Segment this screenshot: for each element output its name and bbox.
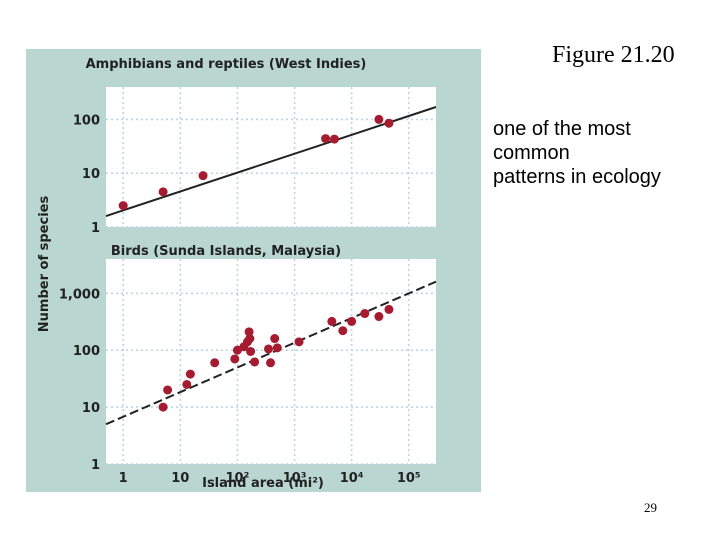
x-tick-label: 10⁴ [340, 471, 364, 486]
data-point [294, 337, 304, 347]
y-tick-label: 1,000 [59, 287, 100, 302]
data-point [244, 327, 254, 337]
data-point [321, 134, 331, 144]
x-axis-label: Island area (mi²) [202, 476, 324, 491]
data-point [182, 379, 192, 389]
data-point [374, 312, 384, 322]
data-point [360, 309, 370, 319]
page-number: 29 [644, 500, 657, 515]
species-area-figure: Amphibians and reptiles (West Indies) 1 10… [37, 57, 437, 491]
y-tick-label: 1 [91, 221, 100, 236]
data-point [118, 201, 128, 211]
slide-title: Figure 21.20 [552, 42, 675, 68]
data-point [250, 357, 260, 367]
data-point [384, 118, 394, 128]
data-point [185, 369, 195, 379]
x-tick-label: 1 [119, 471, 128, 486]
trend-line [105, 106, 437, 217]
x-tick-label: 10³ [283, 471, 307, 486]
figure-panel: Amphibians and reptiles (West Indies) 1 10… [26, 49, 481, 492]
slide-body-line: one of the most [493, 118, 631, 140]
data-point [158, 402, 168, 412]
data-point [338, 326, 348, 336]
y-tick-label: 100 [73, 113, 100, 128]
x-tick-label: 10 [171, 471, 189, 486]
y-tick-label: 1 [91, 458, 100, 473]
data-point [272, 343, 282, 353]
data-point [347, 316, 357, 326]
y-axis-label: Number of species [37, 196, 52, 333]
chart-title: Amphibians and reptiles (West Indies) [86, 57, 367, 72]
data-point [198, 171, 208, 181]
x-tick-label: 10² [226, 471, 250, 486]
chart-1: Amphibians and reptiles (West Indies) 1 10… [73, 57, 437, 236]
data-point [327, 316, 337, 326]
slide-body-line: patterns in ecology [493, 166, 661, 188]
data-point [245, 334, 255, 344]
y-tick-label: 10 [82, 401, 100, 416]
data-point [230, 354, 240, 364]
slide-body-line: common [493, 142, 570, 164]
slide-body: one of the most common patterns in ecolo… [493, 117, 718, 189]
x-tick-label: 10⁵ [397, 471, 421, 486]
data-point [266, 358, 276, 368]
data-point [210, 358, 220, 368]
chart-title: Birds (Sunda Islands, Malaysia) [111, 244, 341, 259]
data-point [329, 134, 339, 144]
y-tick-label: 100 [73, 344, 100, 359]
plot-area [106, 87, 436, 227]
data-point [246, 346, 256, 356]
data-point [270, 334, 280, 344]
data-point [163, 385, 173, 395]
data-point [374, 114, 384, 124]
data-point [263, 344, 273, 354]
data-point [384, 304, 394, 314]
y-tick-label: 10 [82, 167, 100, 182]
data-point [158, 187, 168, 197]
chart-2: Birds (Sunda Islands, Malaysia) 1 10 100 1,0… [59, 244, 437, 486]
trend-line [105, 280, 437, 426]
